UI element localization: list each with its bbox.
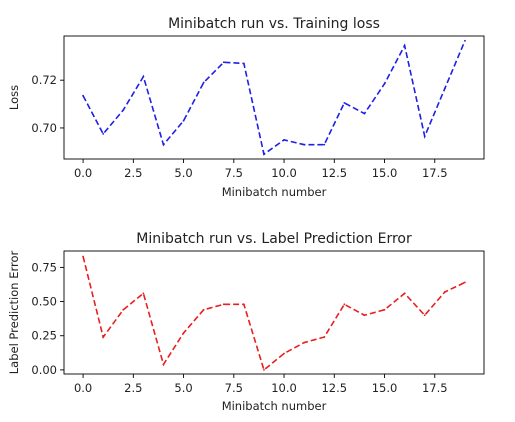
- data-point: [242, 303, 245, 306]
- y-tick-label: 0.25: [31, 329, 57, 343]
- data-point: [242, 62, 245, 65]
- y-tick-label: 0.70: [31, 121, 57, 135]
- data-point: [82, 94, 84, 97]
- data-point: [202, 308, 205, 311]
- data-point: [263, 153, 265, 156]
- data-point: [202, 81, 205, 84]
- data-point: [182, 332, 185, 334]
- chart-title: Minibatch run vs. Training loss: [168, 16, 380, 32]
- x-tick-label: 0.0: [74, 381, 92, 395]
- plot-frame: [63, 250, 485, 375]
- x-tick-label: 12.5: [321, 166, 347, 180]
- data-point: [102, 336, 105, 338]
- x-tick-label: 15.0: [372, 166, 398, 180]
- x-tick-label: 10.0: [271, 166, 297, 180]
- x-tick-label: 12.5: [321, 381, 347, 395]
- data-point: [403, 292, 406, 295]
- data-point: [443, 87, 446, 90]
- data-point: [222, 303, 225, 306]
- data-point: [182, 119, 185, 122]
- data-point: [323, 336, 326, 338]
- chart-2: Minibatch run vs. Label Prediction Error…: [7, 231, 485, 413]
- data-point: [162, 143, 165, 146]
- y-tick-label: 0.00: [31, 363, 57, 377]
- x-tick-label: 5.0: [174, 381, 192, 395]
- x-tick-label: 5.0: [174, 166, 192, 180]
- data-point: [142, 292, 145, 295]
- x-axis-label: Minibatch number: [222, 185, 327, 199]
- data-point: [363, 112, 366, 115]
- data-point: [383, 82, 386, 85]
- chart-title: Minibatch run vs. Label Prediction Error: [136, 231, 412, 247]
- data-point: [162, 363, 165, 366]
- y-axis-label: Loss: [7, 85, 21, 110]
- x-tick-label: 2.5: [124, 166, 142, 180]
- data-point: [403, 44, 406, 47]
- data-point: [222, 61, 225, 64]
- x-tick-label: 0.0: [74, 166, 92, 180]
- y-tick-label: 0.72: [31, 73, 57, 87]
- data-point: [343, 101, 346, 104]
- data-point: [383, 308, 386, 311]
- x-tick-label: 7.5: [225, 166, 243, 180]
- data-point: [82, 255, 84, 258]
- data-point: [283, 352, 285, 355]
- y-tick-label: 0.75: [31, 260, 57, 274]
- data-point: [303, 143, 306, 146]
- data-point: [343, 303, 346, 306]
- data-point: [263, 369, 265, 371]
- data-point: [283, 138, 285, 141]
- data-point: [122, 109, 125, 111]
- y-tick-label: 0.50: [31, 295, 57, 309]
- x-tick-label: 17.5: [422, 166, 448, 180]
- series-line: [82, 256, 466, 372]
- series-line: [82, 40, 466, 156]
- data-point: [464, 281, 466, 284]
- x-tick-label: 17.5: [422, 381, 448, 395]
- data-point: [102, 133, 105, 135]
- chart-1: Minibatch run vs. Training loss 0.0 2.5 5.0…: [7, 16, 485, 199]
- data-point: [323, 143, 326, 146]
- data-point: [423, 314, 426, 317]
- x-tick-label: 2.5: [124, 381, 142, 395]
- plot-frame: [63, 35, 485, 160]
- data-point: [423, 135, 426, 138]
- data-point: [303, 341, 306, 344]
- data-point: [142, 75, 145, 78]
- data-point: [363, 314, 366, 317]
- data-point: [122, 308, 125, 311]
- data-point: [464, 39, 466, 42]
- y-axis-label: Label Prediction Error: [7, 250, 21, 374]
- x-tick-label: 15.0: [372, 381, 398, 395]
- data-point: [443, 291, 446, 293]
- x-axis-label: Minibatch number: [222, 399, 327, 413]
- x-tick-label: 10.0: [271, 381, 297, 395]
- x-tick-label: 7.5: [225, 381, 243, 395]
